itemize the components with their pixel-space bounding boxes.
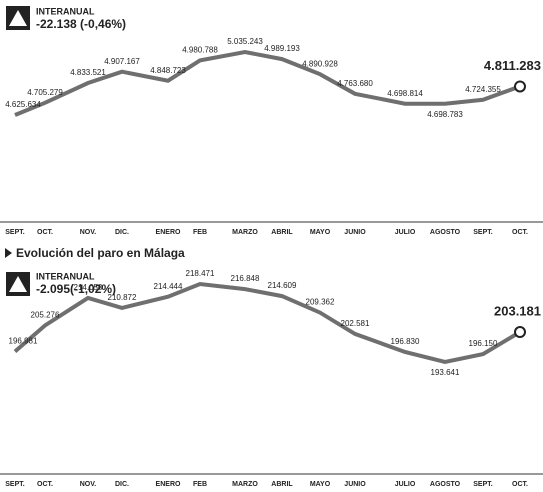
value-label: 4.705.279 — [27, 88, 63, 97]
x-tick-label: MAYO — [310, 229, 331, 236]
value-label: 4.989.193 — [264, 44, 300, 53]
x-tick-label: JULIO — [395, 229, 416, 236]
value-label: 5.035.243 — [227, 37, 263, 46]
x-tick-label: MARZO — [232, 229, 258, 236]
x-tick-label: FEB — [193, 481, 207, 488]
chart-title: Evolución del paro en Málaga — [16, 246, 185, 260]
value-label: 205.276 — [31, 311, 60, 320]
x-tick-label: NOV. — [80, 481, 97, 488]
x-tick-label: SEPT. — [473, 481, 493, 488]
value-label: 4.907.167 — [104, 57, 140, 66]
x-tick-label: ABRIL — [271, 481, 293, 488]
value-label: 4.848.723 — [150, 66, 186, 75]
value-label: 4.698.783 — [427, 110, 463, 119]
x-tick-label: DIC. — [115, 481, 129, 488]
x-tick-label: ENERO — [156, 229, 181, 236]
badge-label: INTERANUAL — [36, 6, 95, 16]
x-tick-label: OCT. — [37, 481, 53, 488]
x-tick-label: SEPT. — [5, 229, 25, 236]
x-tick-label: OCT. — [37, 229, 53, 236]
value-label: 4.724.355 — [465, 85, 501, 94]
x-tick-label: JUNIO — [344, 481, 366, 488]
value-label: 216.848 — [231, 274, 260, 283]
value-label: 4.811.283 — [484, 58, 541, 73]
value-label: 4.763.680 — [337, 79, 373, 88]
x-tick-label: NOV. — [80, 229, 97, 236]
value-label: 202.581 — [341, 319, 370, 328]
end-marker — [514, 80, 526, 93]
value-label: 193.641 — [431, 368, 460, 377]
x-tick-label: AGOSTO — [430, 481, 461, 488]
value-label: 203.181 — [494, 303, 541, 318]
x-tick-label: JULIO — [395, 481, 416, 488]
badge-icon — [9, 10, 27, 26]
value-label: 4.980.788 — [182, 45, 218, 54]
x-tick-label: DIC. — [115, 229, 129, 236]
badge-value: -22.138 (-0,46%) — [36, 17, 126, 31]
value-label: 196.150 — [469, 339, 498, 348]
value-label: 196.830 — [391, 337, 420, 346]
x-tick-label: SEPT. — [473, 229, 493, 236]
badge-value: -2.095(-1,02%) — [36, 282, 116, 296]
value-label: 214.609 — [268, 281, 297, 290]
value-label: 196.981 — [9, 337, 38, 346]
x-tick-label: JUNIO — [344, 229, 366, 236]
value-label: 214.444 — [154, 282, 183, 291]
value-label: 214.050 — [74, 283, 103, 292]
x-tick-label: FEB — [193, 229, 207, 236]
badge-label: INTERANUAL — [36, 271, 95, 281]
value-label: 218.471 — [186, 269, 215, 278]
data-line — [13, 281, 522, 365]
x-tick-label: MARZO — [232, 481, 258, 488]
x-tick-label: MAYO — [310, 481, 331, 488]
x-tick-label: AGOSTO — [430, 229, 461, 236]
data-line — [14, 49, 521, 117]
value-label: 4.833.521 — [70, 68, 106, 77]
value-label: 210.872 — [108, 293, 137, 302]
value-label: 4.625.634 — [5, 100, 41, 109]
value-label: 209.362 — [306, 298, 335, 307]
x-tick-label: OCT. — [512, 481, 528, 488]
end-marker — [514, 326, 526, 339]
x-tick-label: OCT. — [512, 229, 528, 236]
value-label: 4.890.928 — [302, 59, 338, 68]
x-tick-label: ENERO — [156, 481, 181, 488]
title-arrow — [5, 248, 12, 258]
badge-icon — [9, 276, 27, 292]
x-tick-label: ABRIL — [271, 229, 293, 236]
x-tick-label: SEPT. — [5, 481, 25, 488]
value-label: 4.698.814 — [387, 89, 423, 98]
